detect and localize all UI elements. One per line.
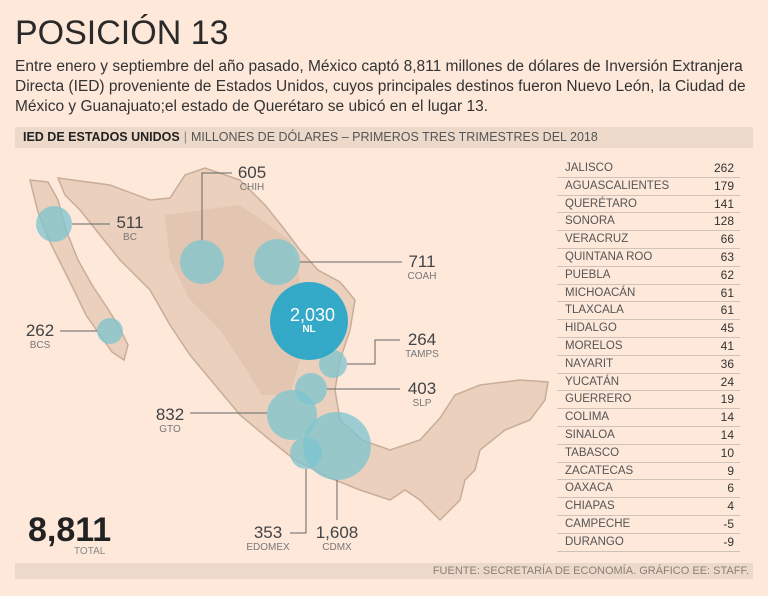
label-nl: 2,030 NL <box>290 305 336 335</box>
state-value: -5 <box>723 516 734 531</box>
state-value: 6 <box>727 481 734 496</box>
state-value: 61 <box>720 285 734 300</box>
leader-lines <box>60 172 402 534</box>
state-value: 128 <box>713 214 734 229</box>
table-row: SINALOA 14 <box>557 427 740 445</box>
label-tamps: 264 TAMPS <box>405 330 439 361</box>
state-value: 10 <box>720 445 734 460</box>
table-row: MICHOACÁN 61 <box>557 285 740 303</box>
state-value: 41 <box>720 338 734 353</box>
table-row: COLIMA 14 <box>557 409 740 427</box>
table-row: TABASCO 10 <box>557 445 740 463</box>
state-name: GUERRERO <box>565 393 632 406</box>
state-value: 66 <box>720 232 734 247</box>
label-chih: 605 CHIH <box>237 163 267 194</box>
table-row: SONORA 128 <box>557 213 740 232</box>
table-row: QUINTANA ROO 63 <box>557 249 740 267</box>
section-header: IED DE ESTADOS UNIDOS | MILLONES DE DÓLARE… <box>15 127 753 148</box>
bubble-bc <box>36 206 72 242</box>
state-value: 24 <box>720 374 734 389</box>
label-cdmx: 1,608 CDMX <box>315 523 359 554</box>
state-name: MICHOACÁN <box>565 286 636 299</box>
table-row: VERACRUZ 66 <box>557 231 740 249</box>
state-value: 4 <box>727 499 734 514</box>
mexico-map <box>29 167 549 534</box>
state-name: MORELOS <box>565 339 623 352</box>
state-name: VERACRUZ <box>565 233 629 246</box>
state-value: 62 <box>720 267 734 282</box>
state-name: CHIAPAS <box>565 500 615 513</box>
state-table: JALISCO 262 AGUASCALIENTES 179 QUERÉTARO 141 S… <box>557 160 740 552</box>
state-value: 141 <box>713 196 734 211</box>
state-name: QUERÉTARO <box>565 197 637 210</box>
bubble-edomex <box>290 437 322 469</box>
bubble-tamps <box>319 350 347 378</box>
state-value: 14 <box>720 410 734 425</box>
state-name: JALISCO <box>565 162 613 174</box>
state-name: TABASCO <box>565 446 620 459</box>
label-bcs: 262 BCS <box>25 321 55 352</box>
label-gto: 832 GTO <box>155 405 185 436</box>
table-row: TLAXCALA 61 <box>557 302 740 321</box>
bubble-bcs <box>97 318 123 344</box>
table-row: HIDALGO 45 <box>557 320 740 338</box>
table-row: CAMPECHE -5 <box>557 516 740 534</box>
state-name: TLAXCALA <box>565 304 624 317</box>
state-value: 61 <box>720 303 734 318</box>
state-name: AGUASCALIENTES <box>565 179 670 192</box>
table-row: ZACATECAS 9 <box>557 463 740 481</box>
header-bold: IED DE ESTADOS UNIDOS <box>23 130 180 144</box>
table-row: CHIAPAS 4 <box>557 498 740 516</box>
state-value: 262 <box>713 161 734 175</box>
state-name: NAYARIT <box>565 357 614 370</box>
state-value: 45 <box>720 321 734 336</box>
label-bc: 511 BC <box>116 213 144 244</box>
state-name: OAXACA <box>565 482 613 495</box>
table-row: MORELOS 41 <box>557 338 740 356</box>
state-value: 9 <box>727 463 734 478</box>
state-value: 63 <box>720 249 734 264</box>
bubble-gto <box>267 390 317 440</box>
state-name: CAMPECHE <box>565 517 631 530</box>
label-edomex: 353 EDOMEX <box>246 523 290 554</box>
state-name: COLIMA <box>565 411 610 424</box>
table-row: NAYARIT 36 <box>557 356 740 374</box>
state-value: 179 <box>713 178 734 193</box>
state-value: 19 <box>720 392 734 407</box>
table-row: QUERÉTARO 141 <box>557 196 740 214</box>
source-footer: FUENTE: SECRETARÍA DE ECONOMÍA. GRÁFICO … <box>15 563 753 579</box>
bubble-nl <box>270 282 348 360</box>
intro-text: Entre enero y septiembre del año pasado,… <box>15 58 746 115</box>
table-row: GUERRERO 19 <box>557 391 740 410</box>
header-subtitle: MILLONES DE DÓLARES – PRIMEROS TRES TRIM… <box>190 130 598 144</box>
state-value: -9 <box>723 534 734 549</box>
state-name: PUEBLA <box>565 268 611 281</box>
state-name: HIDALGO <box>565 322 617 335</box>
table-row: YUCATÁN 24 <box>557 374 740 392</box>
state-name: QUINTANA ROO <box>565 250 653 263</box>
label-coah: 711 COAH <box>407 252 437 283</box>
state-name: SONORA <box>565 215 615 228</box>
state-name: SINALOA <box>565 428 615 441</box>
bubble-cdmx <box>303 412 371 480</box>
bubble-chih <box>180 240 224 284</box>
state-name: DURANGO <box>565 535 624 548</box>
bubble-coah <box>254 239 300 285</box>
state-value: 14 <box>720 427 734 442</box>
table-row: AGUASCALIENTES 179 <box>557 178 740 196</box>
state-value: 36 <box>720 356 734 371</box>
table-row: JALISCO 262 <box>557 160 740 178</box>
table-row: OAXACA 6 <box>557 480 740 499</box>
total: 8,811 TOTAL <box>28 511 112 557</box>
state-name: ZACATECAS <box>565 464 634 477</box>
page-title: POSICIÓN 13 <box>15 14 229 52</box>
table-row: DURANGO -9 <box>557 534 740 552</box>
state-name: YUCATÁN <box>565 375 620 388</box>
bubbles <box>36 206 371 480</box>
label-slp: 403 SLP <box>407 379 437 410</box>
table-row: PUEBLA 62 <box>557 267 740 285</box>
